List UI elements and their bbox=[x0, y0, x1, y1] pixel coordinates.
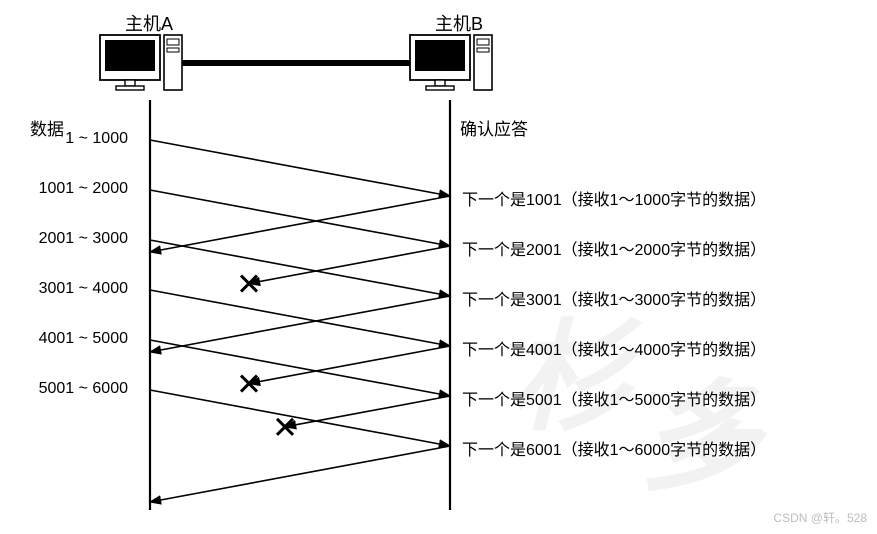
data-segment-label: 1 ~ 1000 bbox=[8, 130, 128, 148]
ack-segment-label: 下一个是1001（接收1～1000字节的数据） bbox=[462, 186, 766, 210]
ack-segment-label: 下一个是5001（接收1～5000字节的数据） bbox=[462, 386, 766, 410]
csdn-watermark: CSDN @轩。528 bbox=[773, 509, 867, 526]
data-segment-label: 1001 ~ 2000 bbox=[8, 180, 128, 198]
host-b-label: 主机B bbox=[435, 10, 483, 36]
ack-segment-label: 下一个是2001（接收1～2000字节的数据） bbox=[462, 236, 766, 260]
data-segment-label: 3001 ~ 4000 bbox=[8, 280, 128, 298]
ack-segment-label: 下一个是3001（接收1～3000字节的数据） bbox=[462, 286, 766, 310]
data-segment-label: 2001 ~ 3000 bbox=[8, 230, 128, 248]
ack-segment-label: 下一个是4001（接收1～4000字节的数据） bbox=[462, 336, 766, 360]
ack-segment-label: 下一个是6001（接收1～6000字节的数据） bbox=[462, 436, 766, 460]
data-segment-label: 4001 ~ 5000 bbox=[8, 330, 128, 348]
data-segment-label: 5001 ~ 6000 bbox=[8, 380, 128, 398]
ack-header: 确认应答 bbox=[460, 115, 528, 140]
sequence-diagram: 杉 多 主机A 主机B 数据 确认应答 1 ~ 10001001 ~ 20002… bbox=[0, 0, 877, 534]
host-a-label: 主机A bbox=[125, 10, 173, 36]
